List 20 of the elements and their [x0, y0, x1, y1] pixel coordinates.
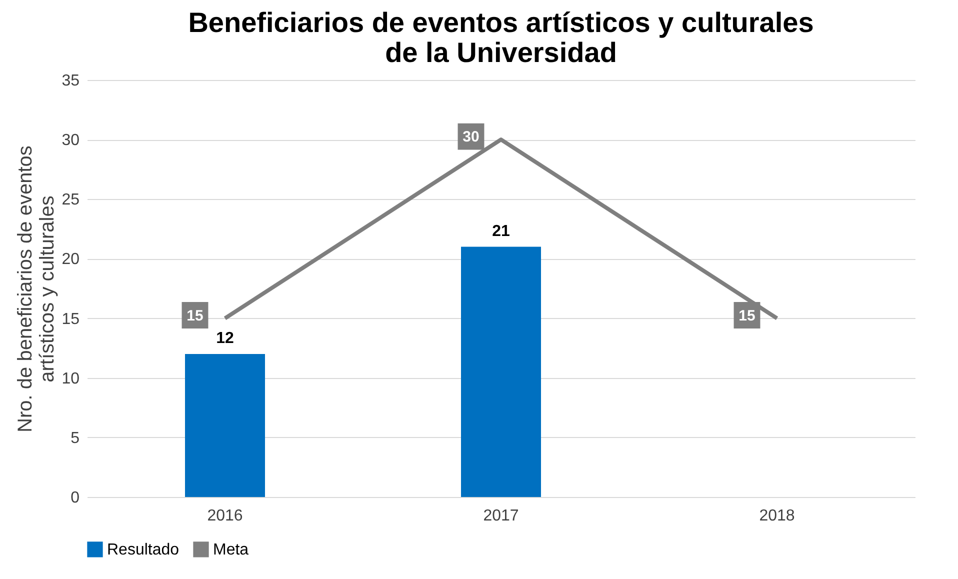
legend-label: Meta — [213, 541, 249, 558]
data-label: 15 — [186, 307, 204, 324]
x-tick-label: 2018 — [759, 508, 795, 524]
data-label: 30 — [462, 128, 480, 146]
y-axis-title: Nro. de beneficiarios de eventos artísticos y culturales — [14, 146, 59, 432]
data-label: 12 — [216, 330, 234, 348]
data-label: 21 — [492, 222, 510, 240]
legend-label: Resultado — [107, 541, 180, 558]
y-tick-label: 10 — [62, 370, 80, 388]
y-tick-label: 5 — [70, 430, 80, 447]
data-label: 15 — [738, 307, 756, 324]
x-tick-label: 2017 — [483, 508, 519, 524]
y-tick-label: 0 — [70, 490, 80, 506]
y-tick-label: 35 — [62, 72, 80, 90]
y-tick-label: 30 — [62, 132, 80, 150]
chart-title: Beneficiarios de eventos artísticos y culturales de la Universidad — [188, 7, 814, 68]
y-tick-label: 15 — [62, 310, 80, 328]
y-tick-label: 25 — [62, 192, 80, 209]
y-tick-label: 20 — [62, 251, 80, 268]
x-tick-label: 2016 — [207, 508, 243, 524]
